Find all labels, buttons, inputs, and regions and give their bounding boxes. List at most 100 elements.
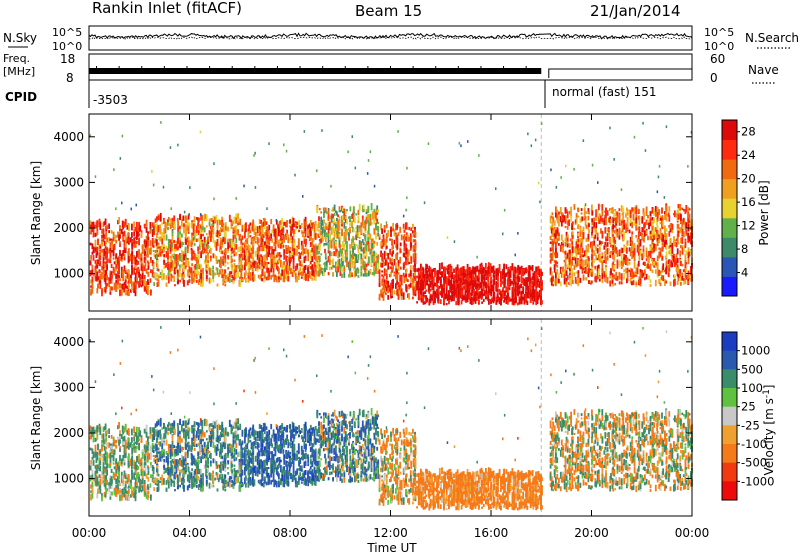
power-cell bbox=[249, 222, 252, 226]
power-cell bbox=[590, 241, 592, 247]
power-cell bbox=[320, 267, 323, 274]
power-cell bbox=[337, 231, 339, 239]
power-cell bbox=[612, 244, 615, 250]
power-cell bbox=[224, 225, 227, 230]
power-cell bbox=[526, 295, 529, 298]
power-cell bbox=[505, 264, 508, 270]
power-cell bbox=[318, 229, 321, 237]
power-cell bbox=[478, 294, 480, 300]
power-cell bbox=[296, 263, 299, 268]
power-cell bbox=[263, 259, 266, 264]
power-cell bbox=[457, 284, 460, 289]
power-cell bbox=[99, 270, 102, 273]
power-cell bbox=[381, 270, 383, 273]
power-cell bbox=[373, 270, 376, 276]
power-cell bbox=[614, 245, 617, 251]
power-cell bbox=[448, 283, 450, 286]
power-cell bbox=[227, 227, 230, 232]
power-cell bbox=[103, 263, 106, 267]
power-cell bbox=[261, 256, 264, 262]
power-cell bbox=[448, 278, 450, 283]
power-cell bbox=[292, 266, 295, 271]
power-cell bbox=[588, 280, 590, 284]
power-cell bbox=[628, 262, 631, 265]
power-cell bbox=[381, 291, 384, 295]
power-cell bbox=[91, 287, 94, 294]
power-cell bbox=[293, 229, 296, 235]
power-sparse-cell bbox=[458, 141, 461, 145]
power-cell bbox=[625, 230, 627, 234]
power-cell bbox=[400, 295, 403, 299]
power-cell bbox=[528, 282, 531, 285]
power-cell bbox=[378, 269, 381, 275]
power-cell bbox=[291, 229, 294, 233]
power-cell bbox=[422, 268, 425, 274]
power-cell bbox=[460, 278, 463, 283]
power-cell bbox=[504, 292, 506, 296]
power-cell bbox=[571, 280, 574, 285]
power-cell bbox=[417, 279, 420, 287]
power-cell bbox=[247, 278, 250, 283]
power-cell bbox=[261, 227, 264, 236]
power-cell bbox=[569, 275, 571, 281]
power-cell bbox=[378, 235, 381, 240]
power-cell bbox=[134, 227, 137, 232]
power-cell bbox=[294, 275, 297, 280]
beam-label: Beam 15 bbox=[355, 2, 422, 20]
power-cell bbox=[549, 247, 552, 252]
power-cell bbox=[428, 273, 431, 280]
power-cell bbox=[147, 265, 150, 270]
power-cell bbox=[181, 219, 183, 227]
power-cell bbox=[207, 260, 209, 264]
power-cell bbox=[109, 270, 112, 274]
power-cell bbox=[153, 282, 156, 287]
power-cell bbox=[121, 289, 124, 293]
power-cell bbox=[631, 271, 634, 278]
power-cell bbox=[343, 213, 346, 221]
power-cell bbox=[110, 276, 113, 281]
power-cell bbox=[357, 215, 360, 221]
power-cell bbox=[399, 226, 402, 233]
power-cell bbox=[138, 238, 140, 246]
power-cell bbox=[117, 231, 119, 238]
power-cell bbox=[457, 274, 460, 281]
power-cell bbox=[221, 260, 224, 264]
power-cell bbox=[109, 277, 112, 284]
power-cell bbox=[220, 256, 222, 263]
power-cell bbox=[278, 220, 281, 228]
power-cell bbox=[596, 232, 599, 237]
power-cell bbox=[601, 275, 604, 279]
power-cell bbox=[574, 257, 577, 265]
power-cell bbox=[396, 273, 399, 281]
power-cell bbox=[222, 279, 225, 282]
power-cell bbox=[128, 269, 130, 274]
power-cell bbox=[564, 207, 567, 214]
power-cell bbox=[115, 253, 118, 259]
power-cell bbox=[380, 223, 382, 230]
power-cell bbox=[441, 284, 443, 289]
power-cell bbox=[270, 253, 273, 259]
power-cell bbox=[629, 214, 632, 221]
power-cell bbox=[91, 277, 94, 283]
power-cell bbox=[185, 230, 187, 237]
power-cell bbox=[598, 219, 601, 224]
power-cell bbox=[138, 249, 140, 256]
power-cell bbox=[358, 240, 361, 246]
power-cell bbox=[343, 237, 346, 242]
power-cell bbox=[361, 239, 364, 243]
power-cell bbox=[613, 212, 616, 220]
power-cell bbox=[193, 223, 196, 227]
power-cell bbox=[227, 242, 230, 249]
power-cell bbox=[523, 279, 526, 286]
power-cell bbox=[549, 241, 552, 244]
power-cell bbox=[117, 277, 119, 285]
power-cell bbox=[441, 271, 443, 277]
power-cell bbox=[330, 259, 333, 264]
power-cell bbox=[117, 220, 119, 225]
power-cell bbox=[437, 271, 440, 278]
power-cell bbox=[412, 272, 415, 280]
power-cell bbox=[523, 271, 526, 274]
power-cell bbox=[571, 251, 574, 258]
power-cell bbox=[625, 267, 627, 274]
power-cell bbox=[254, 227, 257, 231]
